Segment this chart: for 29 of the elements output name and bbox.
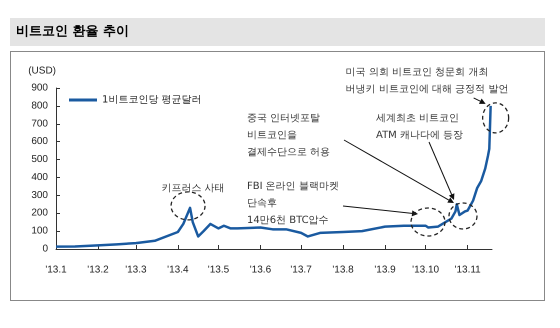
annotation: 키프러스 사태: [161, 182, 225, 194]
x-tick-label: '13.9: [374, 264, 396, 276]
y-tick-label: 500: [31, 154, 48, 166]
x-tick-label: '13.8: [332, 264, 354, 276]
y-axis-title: (USD): [28, 66, 56, 76]
annotation: 세계최초 비트코인 ATM 캐나다에 등장: [376, 113, 464, 141]
y-tick-label: 700: [31, 118, 48, 130]
y-tick-label: 400: [31, 172, 48, 183]
x-tick-label: '13.11: [454, 264, 482, 276]
y-tick-label: 900: [31, 82, 48, 94]
y-tick-label: 300: [31, 190, 48, 201]
y-tick-label: 0: [42, 244, 48, 254]
x-tick-label: '13.6: [250, 264, 272, 276]
legend-label: 1비트코인당 평균달러: [102, 94, 202, 106]
x-tick-label: '13.3: [125, 264, 148, 276]
annotation: FBI 온라인 블랙마켓 단속후 14만6천 BTC압수: [247, 181, 339, 226]
annotation: 미국 의회 비트코인 청문회 개최 버냉키 비트코인에 대해 긍정적 발언: [346, 66, 508, 95]
x-tick-label: '13.1: [45, 264, 68, 276]
y-tick-label: 800: [31, 100, 48, 112]
annotation: 중국 인터넷포탈 비트코인을 결제수단으로 허용: [247, 113, 330, 158]
y-tick-label: 200: [31, 208, 48, 219]
x-tick-label: '13.5: [208, 264, 230, 276]
y-tick-label: 100: [31, 226, 48, 237]
y-tick-label: 600: [31, 136, 48, 148]
x-tick-label: '13.10: [412, 264, 440, 276]
chart-title: 비트코인 환율 추이: [10, 18, 545, 46]
x-tick-label: '13.4: [167, 264, 189, 276]
x-tick-label: '13.7: [290, 264, 312, 276]
x-tick-label: '13.2: [87, 264, 110, 276]
